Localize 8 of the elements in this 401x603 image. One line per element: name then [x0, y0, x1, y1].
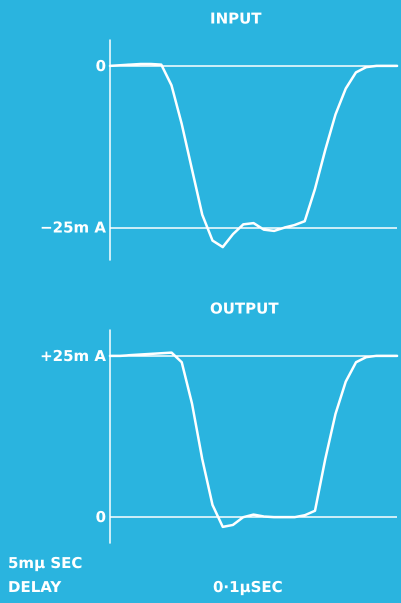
y-tick-label: 0: [96, 508, 106, 526]
chart-title: INPUT: [210, 10, 262, 28]
text: 0·1μSEC: [213, 578, 283, 596]
chart-title: OUTPUT: [210, 300, 280, 318]
y-tick-label: +25m A: [40, 346, 106, 365]
y-tick-label: −25m A: [40, 218, 106, 237]
text: 5mμ SEC DELAY: [8, 554, 82, 596]
y-tick-label: 0: [96, 56, 106, 75]
